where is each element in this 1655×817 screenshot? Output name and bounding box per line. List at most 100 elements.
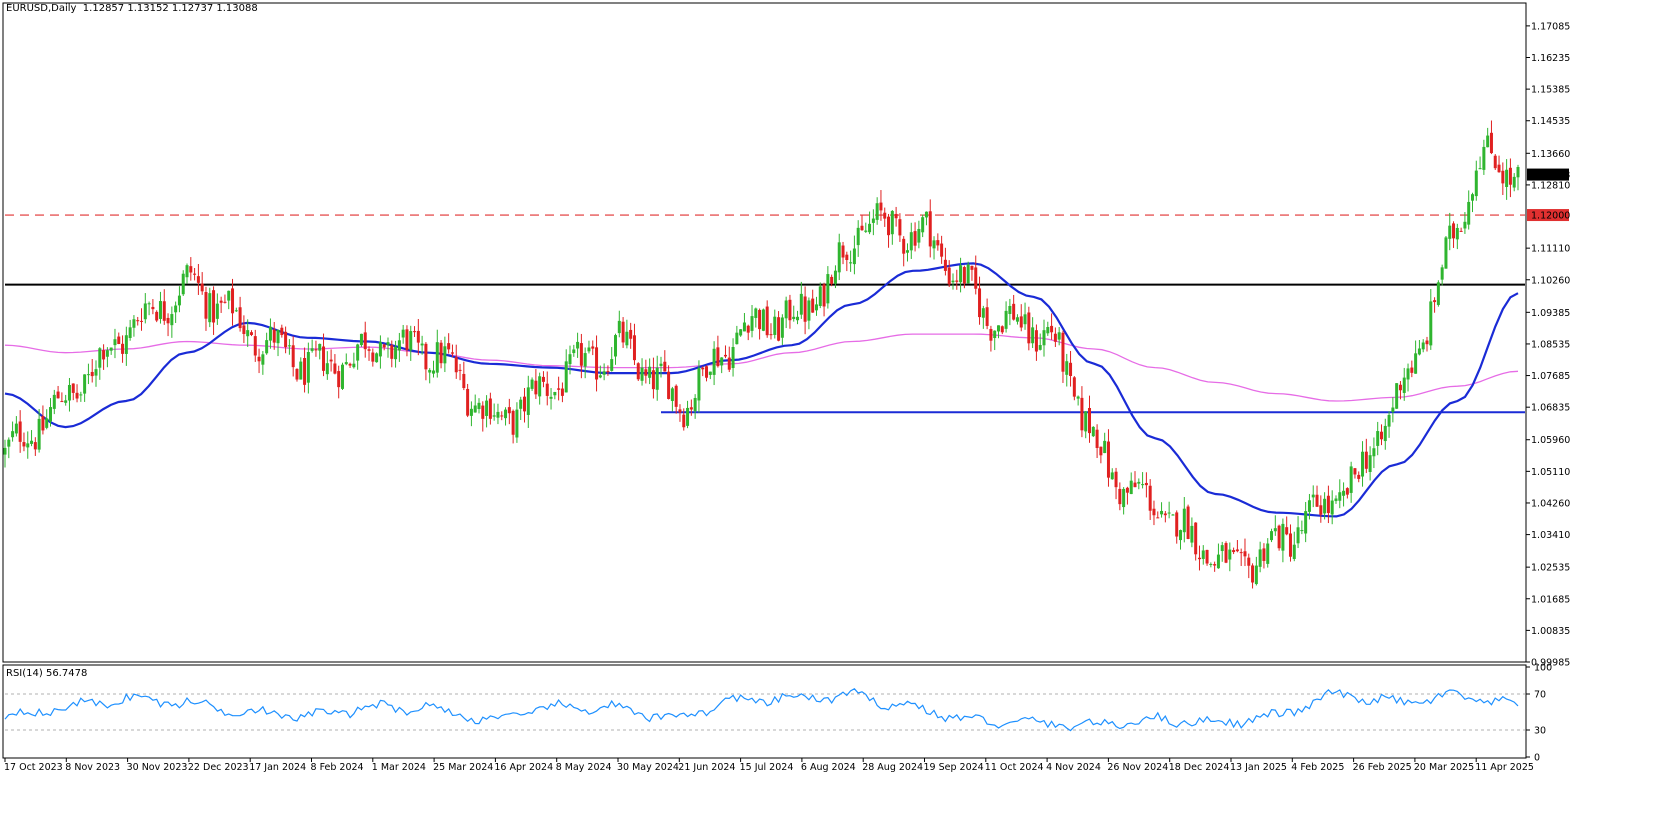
bullish-candle xyxy=(1512,173,1516,192)
bearish-candle xyxy=(1232,547,1236,555)
bullish-candle xyxy=(1296,516,1300,549)
bearish-candle xyxy=(1508,158,1512,198)
bearish-candle xyxy=(348,362,352,368)
bearish-candle xyxy=(621,317,625,348)
bullish-candle xyxy=(1330,490,1334,525)
bullish-candle xyxy=(1395,383,1399,409)
date-label: 8 May 2024 xyxy=(556,762,612,773)
bullish-candle xyxy=(11,421,15,442)
bearish-candle xyxy=(746,324,750,341)
bearish-candle xyxy=(1398,381,1402,400)
bullish-candle xyxy=(109,347,113,355)
bullish-candle xyxy=(469,401,473,427)
bearish-candle xyxy=(1152,500,1156,526)
bullish-candle xyxy=(79,391,83,402)
date-label: 11 Apr 2025 xyxy=(1475,762,1534,773)
bullish-candle xyxy=(1361,441,1365,487)
bullish-candle xyxy=(1436,280,1440,307)
bullish-candle xyxy=(3,439,7,468)
bullish-candle xyxy=(1334,495,1338,504)
bullish-candle xyxy=(553,391,557,400)
bearish-candle xyxy=(333,354,337,375)
bullish-candle xyxy=(996,325,1000,339)
bearish-candle xyxy=(860,215,864,231)
bearish-candle xyxy=(102,344,106,370)
bullish-candle xyxy=(909,222,913,259)
bearish-candle xyxy=(223,294,227,304)
date-label: 30 May 2024 xyxy=(617,762,679,773)
bearish-candle xyxy=(1186,504,1190,540)
bullish-candle xyxy=(378,335,382,369)
bullish-candle xyxy=(1463,212,1467,234)
bullish-candle xyxy=(731,338,735,377)
candlesticks xyxy=(3,120,1520,589)
bearish-candle xyxy=(322,333,326,377)
bullish-candle xyxy=(1486,127,1490,148)
bullish-candle xyxy=(697,360,701,413)
price-tick-label: 1.12810 xyxy=(1531,180,1570,191)
bullish-candle xyxy=(1281,518,1285,563)
bearish-candle xyxy=(75,384,79,403)
bullish-candle xyxy=(1190,517,1194,548)
date-label: 11 Oct 2024 xyxy=(985,762,1044,773)
bearish-candle xyxy=(765,300,769,338)
bullish-candle xyxy=(420,335,424,355)
bullish-candle xyxy=(1122,487,1126,515)
price-tick-label: 1.14535 xyxy=(1531,116,1570,127)
bullish-candle xyxy=(549,388,553,410)
price-tick-label: 1.10260 xyxy=(1531,275,1570,286)
bullish-candle xyxy=(1254,556,1258,586)
bullish-candle xyxy=(1015,314,1019,325)
bearish-candle xyxy=(879,190,883,221)
bullish-candle xyxy=(431,360,435,378)
bullish-candle xyxy=(750,305,754,338)
bullish-candle xyxy=(443,336,447,373)
bullish-candle xyxy=(837,233,841,281)
bullish-candle xyxy=(276,329,280,357)
bullish-candle xyxy=(359,333,363,347)
bullish-candle xyxy=(227,290,231,310)
bearish-candle xyxy=(1433,297,1437,313)
bearish-candle xyxy=(841,241,845,265)
bullish-candle xyxy=(435,329,439,378)
date-label: 1 Mar 2024 xyxy=(372,762,426,773)
bullish-candle xyxy=(538,372,542,405)
bullish-candle xyxy=(485,395,489,428)
bearish-candle xyxy=(1285,516,1289,536)
bearish-candle xyxy=(902,236,906,267)
bullish-candle xyxy=(864,222,868,233)
bullish-candle xyxy=(1129,472,1133,495)
bullish-candle xyxy=(1038,333,1042,351)
bearish-candle xyxy=(1345,487,1349,499)
bearish-candle xyxy=(314,340,318,357)
bearish-candle xyxy=(253,329,257,362)
price-tick-label: 1.03410 xyxy=(1531,530,1570,541)
bullish-candle xyxy=(849,250,853,272)
bearish-candle xyxy=(1050,313,1054,340)
bearish-candle xyxy=(1194,522,1198,561)
bearish-candle xyxy=(1072,376,1076,401)
bullish-candle xyxy=(1406,363,1410,392)
price-tick-label: 1.16235 xyxy=(1531,53,1570,64)
bearish-candle xyxy=(1205,549,1209,566)
bearish-candle xyxy=(1156,511,1160,519)
bearish-candle xyxy=(682,408,686,431)
bullish-candle xyxy=(572,344,576,357)
bearish-candle xyxy=(90,359,94,383)
horizontal-levels[interactable] xyxy=(5,214,1525,414)
bullish-candle xyxy=(1467,190,1471,230)
bullish-candle xyxy=(344,353,348,366)
bullish-candle xyxy=(1307,493,1311,520)
bearish-candle xyxy=(462,361,466,391)
bearish-candle xyxy=(636,362,640,382)
bearish-candle xyxy=(723,345,727,359)
bearish-candle xyxy=(200,272,204,295)
bearish-candle xyxy=(978,276,982,325)
bearish-candle xyxy=(71,383,75,401)
bullish-candle xyxy=(1474,160,1478,201)
bearish-candle xyxy=(231,278,235,326)
bullish-candle xyxy=(871,209,875,236)
bullish-candle xyxy=(1273,515,1277,536)
bullish-candle xyxy=(325,351,329,380)
